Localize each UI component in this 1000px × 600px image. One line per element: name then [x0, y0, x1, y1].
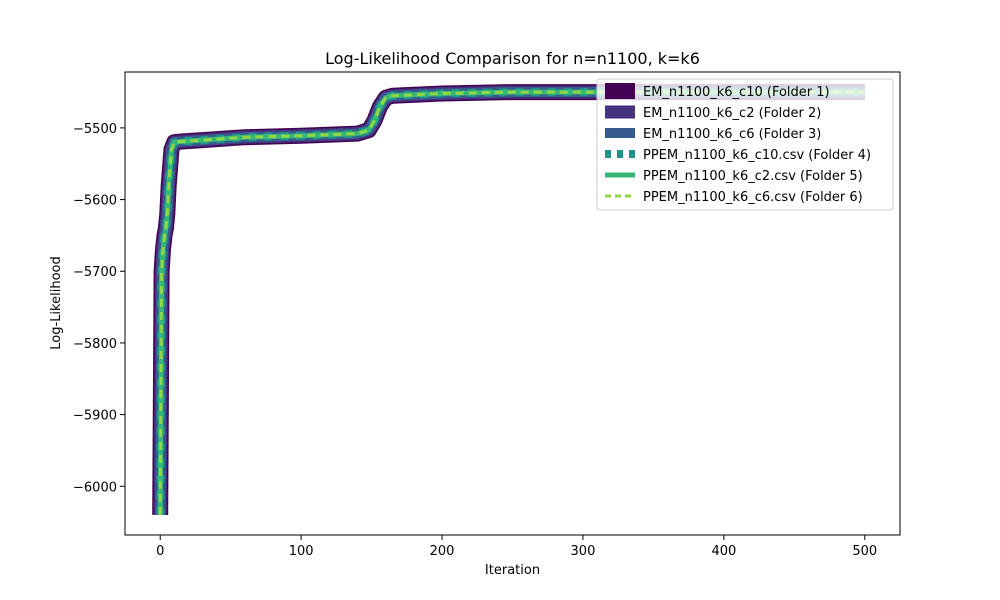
legend-swatch-1	[605, 83, 635, 99]
legend-label-2: EM_n1100_k6_c2 (Folder 2)	[643, 106, 821, 121]
chart-title: Log-Likelihood Comparison for n=n1100, k…	[325, 49, 700, 68]
x-tick-label: 300	[571, 544, 596, 559]
y-tick-label: −5800	[73, 337, 117, 352]
x-tick-label: 0	[156, 544, 164, 559]
x-axis-label: Iteration	[485, 563, 540, 578]
series-line-6	[158, 90, 865, 515]
legend-label-1: EM_n1100_k6_c10 (Folder 1)	[643, 85, 830, 100]
legend-label-4: PPEM_n1100_k6_c10.csv (Folder 4)	[643, 148, 871, 163]
y-tick-label: −5900	[73, 409, 117, 424]
x-tick-label: 100	[289, 544, 314, 559]
axes-layer: 0 100 200 300 400 500 −6000 −5900 −5800 −5700 −560…	[73, 71, 901, 559]
x-tick-label: 400	[711, 544, 736, 559]
y-tick-label: −5500	[73, 122, 117, 137]
plot-frame	[124, 71, 901, 536]
legend-swatch-2	[605, 105, 635, 119]
legend-label-6: PPEM_n1100_k6_c6.csv (Folder 6)	[643, 190, 863, 205]
legend-swatch-3	[605, 128, 635, 138]
y-axis-label: Log-Likelihood	[49, 256, 64, 349]
legend-label-3: EM_n1100_k6_c6 (Folder 3)	[643, 127, 821, 142]
series-layer	[152, 84, 865, 515]
legend: EM_n1100_k6_c10 (Folder 1) EM_n1100_k6_c2…	[596, 78, 894, 211]
y-tick-label: −5700	[73, 265, 117, 280]
y-tick-label: −6000	[73, 480, 117, 495]
legend-box	[596, 78, 894, 211]
x-tick-label: 500	[852, 544, 877, 559]
y-tick-label: −5600	[73, 194, 117, 209]
legend-label-5: PPEM_n1100_k6_c2.csv (Folder 5)	[643, 169, 863, 184]
x-tick-label: 200	[430, 544, 455, 559]
